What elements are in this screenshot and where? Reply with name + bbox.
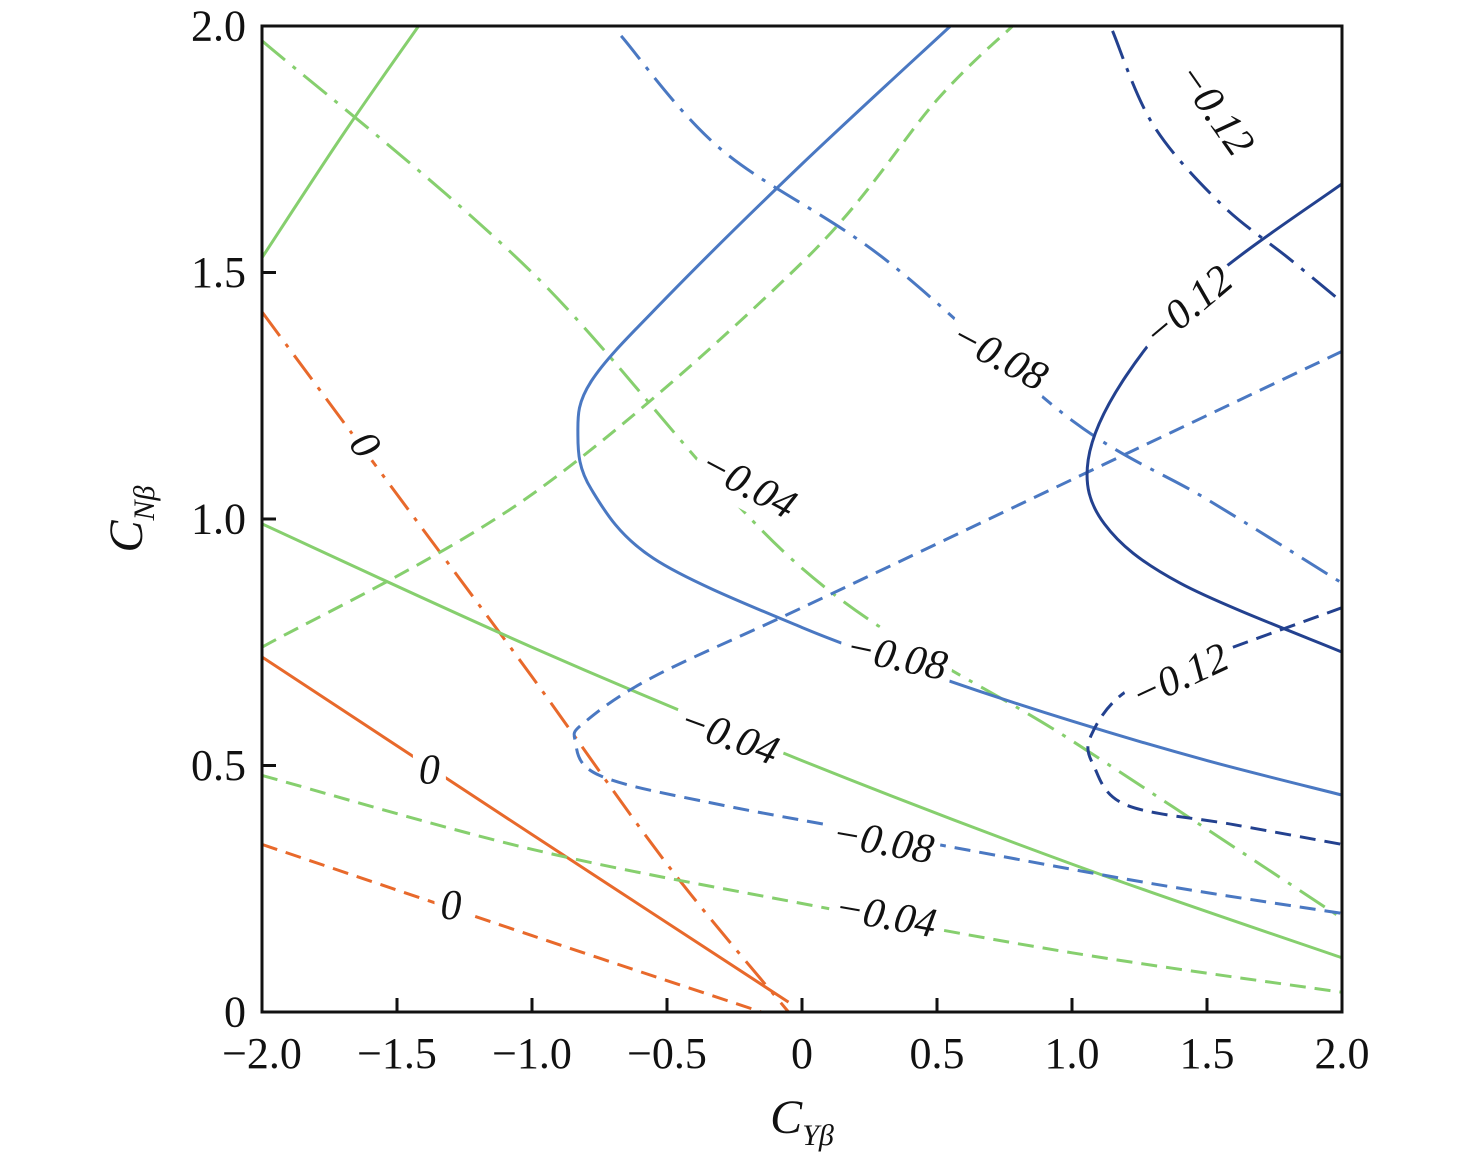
plot-frame — [260, 24, 1344, 1014]
x-tick-label: −1.5 — [357, 1029, 437, 1078]
contour-label-bg — [1128, 251, 1248, 363]
contour-label-bg — [825, 881, 947, 951]
contour-label-group: −0.04 — [686, 435, 810, 534]
contour-label-bg — [1117, 630, 1243, 724]
contour-label-group: 0 — [434, 881, 468, 931]
contour-label: −0.08 — [842, 624, 951, 690]
contour-orange-dashed — [262, 842, 762, 1012]
contour-labels: 0 0 0 −0.04 −0.04 −0.04 −0.08 −0.08 −0.08 −0.12 −0… — [334, 48, 1269, 951]
contour-label-group: −0.08 — [822, 807, 944, 877]
contour-label-bg — [835, 620, 958, 694]
contour-label-bg — [334, 417, 395, 473]
y-tick-label: 2.0 — [191, 2, 246, 51]
contour-green-dashed-lower — [262, 773, 1342, 994]
x-tick-label: 1.5 — [1180, 1029, 1235, 1078]
contour-green-solid-upper — [262, 26, 420, 259]
contour-label-bg — [667, 692, 792, 779]
x-tick-label: −0.5 — [627, 1029, 707, 1078]
axis-ticks: −2.0 −1.5 −1.0 −0.5 0 0.5 1.0 1.5 2.0 0 0.5 1.0 1.5 2… — [191, 2, 1370, 1079]
contour-label-bg — [686, 435, 810, 534]
contour-label: −0.04 — [673, 697, 784, 775]
contour-lines — [262, 26, 1342, 1012]
contour-orange-dashdot — [262, 311, 790, 1012]
contour-label: −0.04 — [692, 440, 804, 528]
x-axis-label: CYβ — [770, 1091, 834, 1152]
contour-label-group: −0.04 — [825, 881, 947, 951]
contour-label-group: −0.12 — [1161, 48, 1269, 171]
contour-navy-dashed — [1086, 606, 1342, 846]
contour-label-bg — [937, 307, 1062, 406]
x-tick-label: 1.0 — [1045, 1029, 1100, 1078]
contour-label: −0.08 — [829, 810, 937, 873]
x-tick-label: 0 — [791, 1029, 813, 1078]
x-tick-label: 2.0 — [1315, 1029, 1370, 1078]
x-tick-label: −1.0 — [492, 1029, 572, 1078]
x-tick-label: 0.5 — [910, 1029, 965, 1078]
contour-label-bg — [822, 807, 944, 877]
contour-orange-solid — [262, 655, 790, 1004]
contour-green-dashed-rising — [262, 26, 1014, 649]
contour-label-bg — [1161, 48, 1269, 171]
contour-label: 0 — [441, 883, 462, 929]
contour-label-bg — [412, 745, 446, 796]
contour-label: −0.12 — [1124, 634, 1236, 719]
contour-label-group: −0.08 — [835, 620, 958, 694]
contour-label: 0 — [419, 747, 440, 793]
y-tick-label: 0.5 — [191, 741, 246, 790]
contour-blue-solid — [576, 26, 1342, 797]
y-tick-label: 0 — [224, 988, 246, 1037]
x-tick-label: −2.0 — [222, 1029, 302, 1078]
contour-label-group: 0 — [334, 417, 395, 473]
contour-green-dashdot — [262, 39, 1342, 920]
contour-label-bg — [434, 881, 468, 931]
contour-label: −0.12 — [1167, 55, 1263, 165]
contour-label: −0.04 — [832, 884, 940, 947]
contour-navy-dashdot — [1111, 30, 1342, 304]
y-tick-label: 1.5 — [191, 248, 246, 297]
contour-label-group: 0 — [412, 745, 446, 796]
contour-green-solid-lower — [262, 522, 1342, 960]
contour-label-group: −0.04 — [667, 692, 792, 779]
contour-blue-dashed — [572, 350, 1342, 915]
y-tick-label: 1.0 — [191, 495, 246, 544]
contour-label-group: −0.08 — [937, 307, 1062, 406]
contour-label-group: −0.12 — [1117, 630, 1243, 724]
contour-label: −0.08 — [943, 312, 1055, 400]
y-axis-label: CNβ — [100, 485, 161, 552]
